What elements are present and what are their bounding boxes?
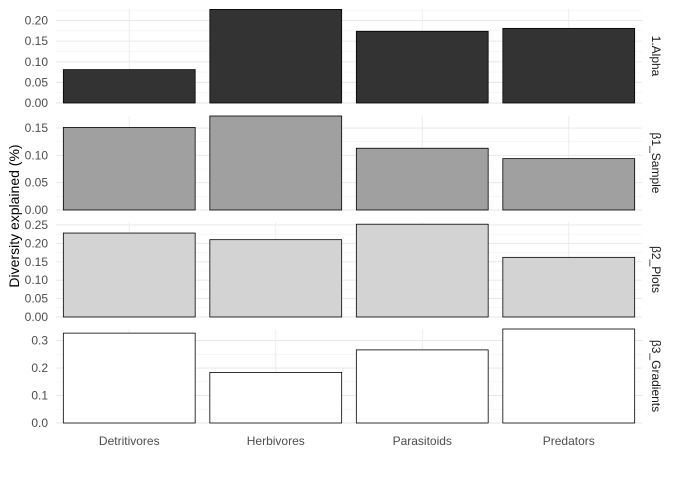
- facet-strip-label: 1.Alpha: [649, 36, 663, 77]
- facet-strip-label: β3_Gradients: [649, 340, 663, 412]
- facet-panel: 0.00 0.05 0.10 0.15 β1_Sample: [25, 115, 663, 217]
- y-tick-label: 0.10: [25, 55, 49, 69]
- y-tick-label: 0.0: [31, 416, 48, 430]
- bar: [62, 232, 196, 318]
- x-tick-label: Detritivores: [99, 434, 160, 448]
- bar: [209, 372, 343, 424]
- y-tick-label: 0.00: [25, 310, 49, 324]
- facet-panel: 0.00 0.05 0.10 0.15 0.20 1.Alpha: [25, 9, 663, 110]
- bar: [355, 349, 489, 424]
- bar: [502, 256, 636, 318]
- bar: [355, 147, 489, 211]
- y-tick-label: 0.05: [25, 292, 49, 306]
- x-tick-label: Herbivores: [247, 434, 305, 448]
- y-tick-label: 0.05: [25, 75, 49, 89]
- facet-panel: 0.0 0.1 0.2 0.3 β3_Gradients: [31, 328, 663, 430]
- bar: [62, 127, 196, 211]
- bar: [209, 9, 343, 104]
- y-tick-label: 0.20: [25, 14, 49, 28]
- bar: [502, 158, 636, 211]
- bar: [62, 332, 196, 424]
- y-tick-label: 0.15: [25, 255, 49, 269]
- bar: [502, 27, 636, 104]
- x-tick-label: Parasitoids: [393, 434, 452, 448]
- facet-panel: 0.00 0.05 0.10 0.15 0.20 0.25 β2_Plots: [25, 218, 663, 324]
- facet-strip-label: β1_Sample: [649, 133, 663, 194]
- y-tick-label: 0.2: [31, 361, 48, 375]
- y-tick-label: 0.05: [25, 176, 49, 190]
- y-tick-label: 0.20: [25, 236, 49, 250]
- y-tick-label: 0.25: [25, 218, 49, 232]
- panels-layer: 0.000.050.100.150.201.Alpha0.000.050.100…: [25, 9, 663, 430]
- bar: [502, 328, 636, 424]
- y-tick-label: 0.10: [25, 273, 49, 287]
- y-tick-label: 0.1: [31, 389, 48, 403]
- x-tick-label: Predators: [543, 434, 595, 448]
- y-tick-label: 0.10: [25, 148, 49, 162]
- facet-strip-label: β2_Plots: [649, 246, 663, 293]
- y-tick-label: 0.00: [25, 96, 49, 110]
- bar: [62, 69, 196, 104]
- bar: [355, 223, 489, 318]
- bar: [355, 30, 489, 104]
- y-tick-label: 0.15: [25, 121, 49, 135]
- x-axis: Detritivores Herbivores Parasitoids Predato…: [99, 434, 595, 448]
- bar: [209, 115, 343, 211]
- y-tick-label: 0.00: [25, 203, 49, 217]
- bar: [209, 239, 343, 318]
- y-tick-label: 0.3: [31, 334, 48, 348]
- y-tick-label: 0.15: [25, 34, 49, 48]
- y-axis-title: Diversity explained (%): [6, 144, 22, 287]
